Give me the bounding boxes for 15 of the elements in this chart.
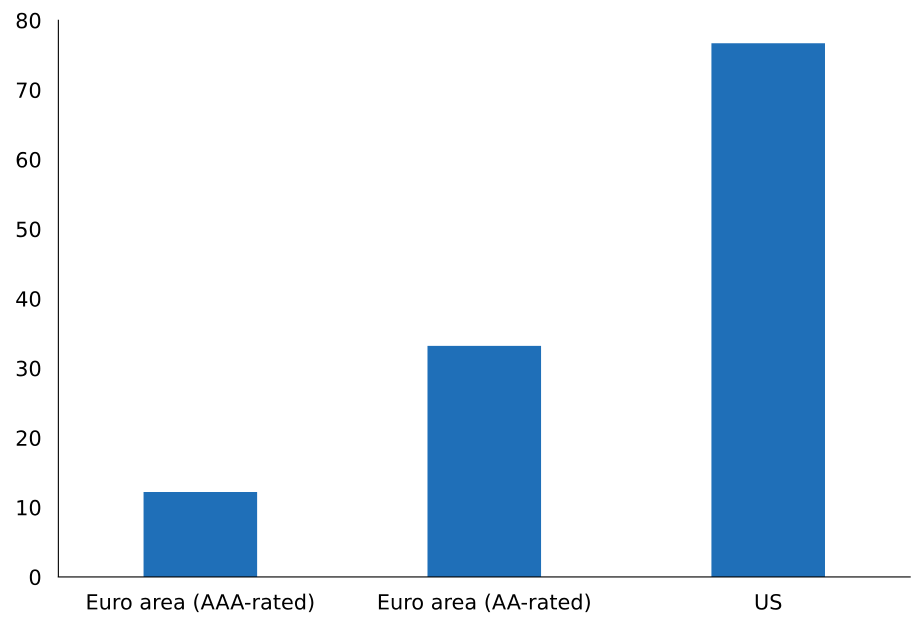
x-tick-label: US [756, 594, 782, 610]
y-tick-label: 40 [16, 291, 40, 307]
bar [144, 492, 258, 577]
x-tick-label: Euro area (AA-rated) [378, 594, 590, 612]
y-tick-label: 50 [16, 221, 40, 238]
y-tick-label: 70 [16, 82, 40, 98]
y-tick-label: 10 [17, 500, 40, 516]
bar [711, 43, 825, 577]
y-tick-label: 30 [16, 360, 40, 376]
x-tick-label: Euro area (AAA-rated) [88, 594, 314, 612]
bar [427, 346, 542, 577]
y-tick-label: 20 [16, 430, 40, 446]
y-tick-label: 80 [16, 12, 40, 28]
y-tick-label: 0 [30, 569, 40, 586]
y-tick-label: 60 [16, 152, 40, 168]
